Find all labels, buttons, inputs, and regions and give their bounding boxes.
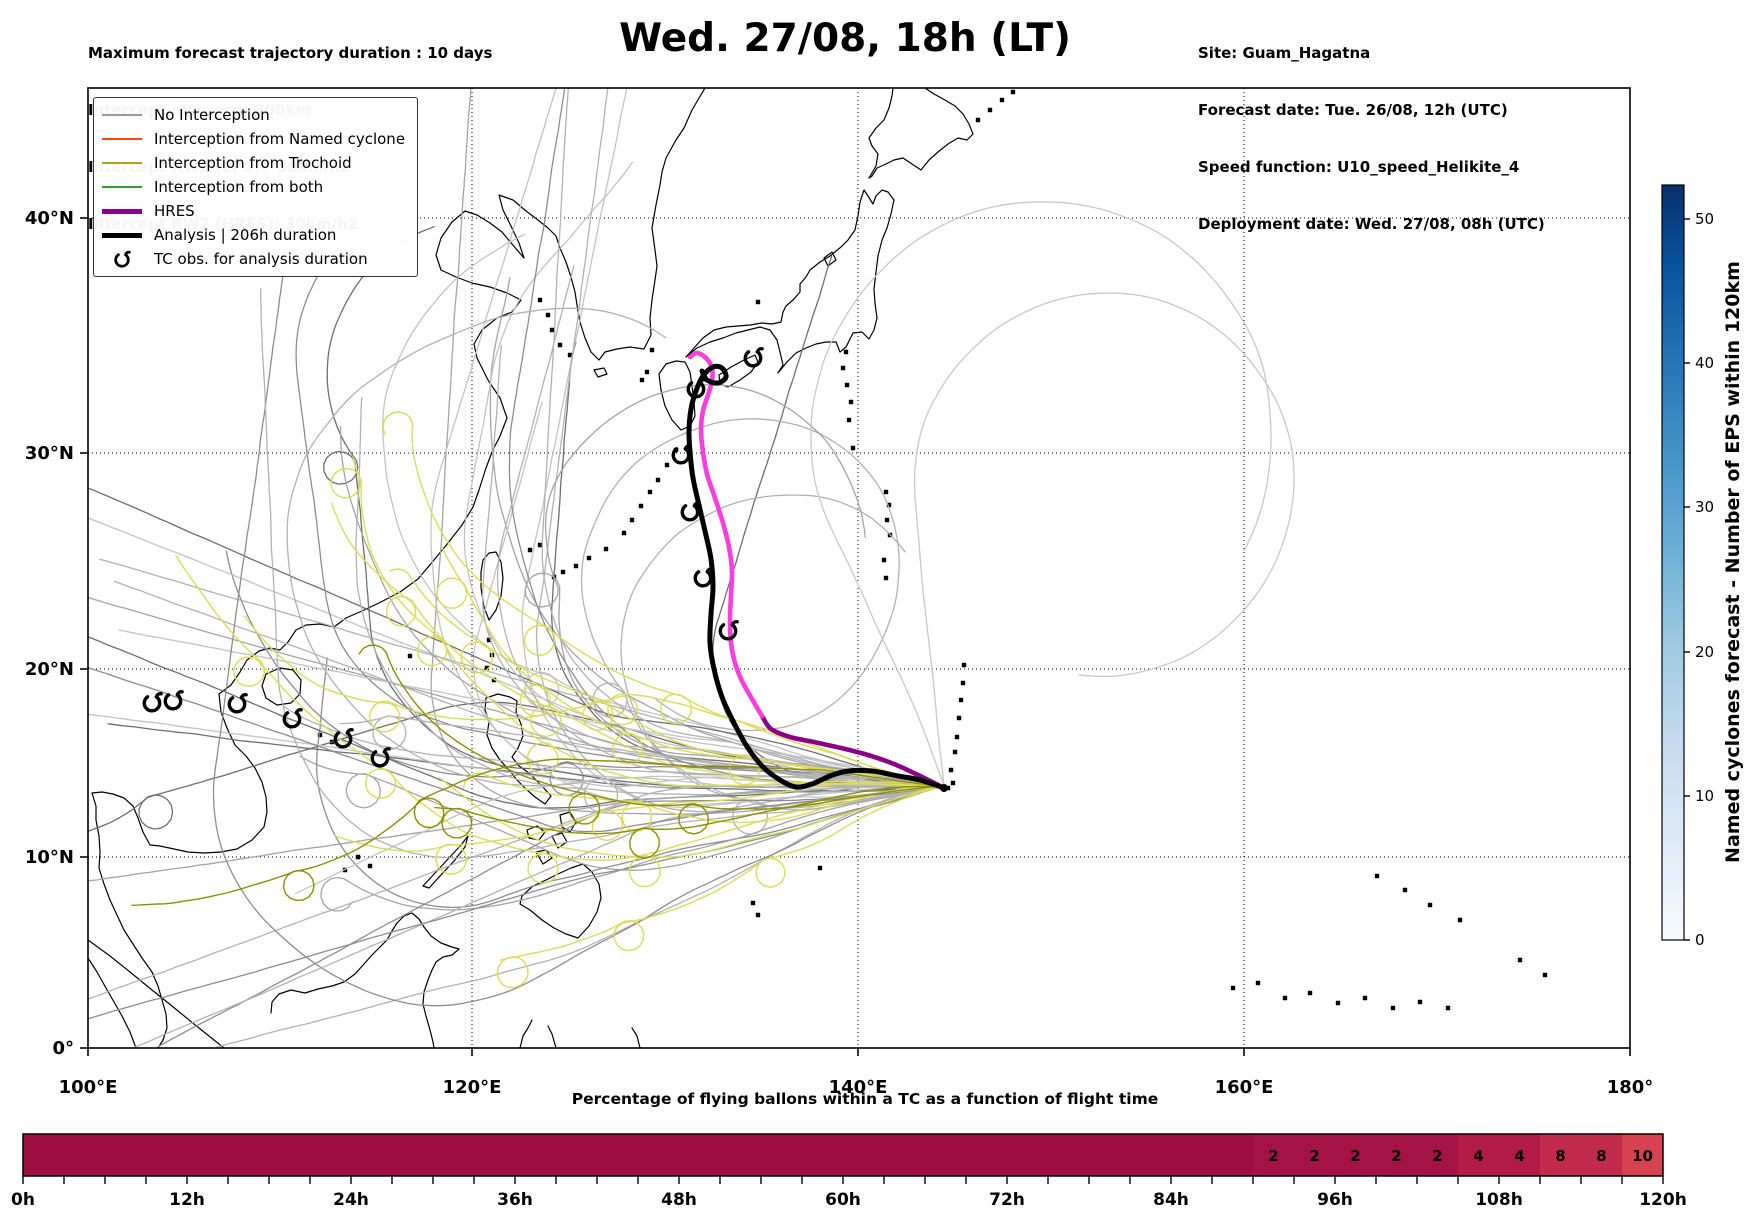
colorbar-gradient: [1661, 184, 1685, 941]
x-tick-label: 160°E: [1215, 1077, 1274, 1098]
tc-obs-marker: [743, 346, 764, 368]
bottom-bar-time-label: 96h: [1317, 1190, 1353, 1210]
y-tick-label: 30°N: [25, 443, 74, 464]
deployment-date-line: Deployment date: Wed. 27/08, 08h (UTC): [1198, 215, 1545, 233]
y-tick-label: 10°N: [25, 847, 74, 868]
legend: No Interception Interception from Named c…: [93, 97, 419, 277]
colorbar-ticks: 0 10 20 30 40 50: [1684, 210, 1714, 949]
bottom-bar-cell-value: 10: [1632, 1147, 1653, 1165]
legend-item-label: TC obs. for analysis duration: [154, 250, 368, 268]
bottom-bar-time-label: 24h: [333, 1190, 369, 1210]
tc-obs-marker: [693, 566, 714, 588]
legend-item: Interception from both: [102, 175, 405, 199]
bottom-bar-time-label: 120h: [1639, 1190, 1687, 1210]
bottom-bar-cell-value: 2: [1350, 1147, 1360, 1165]
deployment-point: [940, 784, 948, 792]
bottom-bar-time-label: 60h: [825, 1190, 861, 1210]
colorbar-label: Named cyclones forecast - Number of EPS …: [1722, 261, 1744, 863]
x-tick-label: 180°: [1607, 1077, 1654, 1098]
bottom-bar-cell-value: 2: [1432, 1147, 1442, 1165]
legend-item-label: Interception from both: [154, 178, 324, 196]
colorbar-tick-label: 30: [1695, 498, 1714, 516]
legend-item: Analysis | 206h duration: [102, 223, 405, 247]
bottom-bar-cell-value: 4: [1514, 1147, 1524, 1165]
tc-obs-marker: [142, 691, 163, 713]
colorbar-tick-label: 50: [1695, 210, 1714, 228]
tc-observation-markers: [142, 346, 764, 768]
bottom-bar-time-labels: 0h 12h 24h 36h 48h 60h 72h 84h 96h 108h 120h: [11, 1190, 1687, 1210]
bottom-bar-cell-value: 2: [1309, 1147, 1319, 1165]
bottom-bar-time-label: 0h: [11, 1190, 35, 1210]
legend-line-swatch: [102, 114, 142, 116]
named-tracks: [686, 350, 948, 792]
bottom-bar-cell-value: 8: [1596, 1147, 1606, 1165]
legend-item: HRES: [102, 199, 405, 223]
colorbar: 0 10 20 30 40 50 Named cyclones forecast - Nu…: [1661, 184, 1744, 949]
legend-line-swatch: [102, 232, 142, 238]
legend-item-label: Interception from Trochoid: [154, 154, 352, 172]
bottom-bar-cell-value: 2: [1268, 1147, 1278, 1165]
bottom-bar-time-label: 12h: [169, 1190, 205, 1210]
tc-obs-marker: [370, 746, 391, 768]
bottom-bar-time-label: 84h: [1153, 1190, 1189, 1210]
analysis-track: [686, 363, 947, 791]
bottom-bar-time-label: 108h: [1475, 1190, 1523, 1210]
legend-item: Interception from Trochoid: [102, 151, 405, 175]
tc-marker-icon: [102, 250, 142, 268]
legend-line-swatch: [102, 208, 142, 214]
bottom-bar-cell-value: 8: [1555, 1147, 1565, 1165]
legend-item-label: HRES: [154, 202, 195, 220]
hres-track-near: [687, 350, 765, 719]
bottom-bar-title: Percentage of flying ballons within a TC…: [572, 1090, 1159, 1108]
x-tick-label: 120°E: [443, 1077, 502, 1098]
ensemble-trajectories: [88, 88, 1295, 1048]
bottom-bar-cells: 2 2 2 2 2 4 4 8 8 10: [1253, 1134, 1663, 1176]
legend-item-label: No Interception: [154, 106, 270, 124]
bottom-bar-cell-value: 4: [1473, 1147, 1483, 1165]
y-tick-label: 40°N: [25, 208, 74, 229]
page-title: Wed. 27/08, 18h (LT): [619, 16, 1071, 61]
bottom-bar-time-label: 72h: [989, 1190, 1025, 1210]
colorbar-tick-label: 10: [1695, 787, 1714, 805]
colorbar-tick-label: 40: [1695, 354, 1714, 372]
y-tick-label: 20°N: [25, 659, 74, 680]
speed-function-line: Speed function: U10_speed_Helikite_4: [1198, 158, 1520, 176]
tc-obs-marker: [163, 689, 184, 711]
x-tick-label: 140°E: [829, 1077, 888, 1098]
legend-item: No Interception: [102, 103, 405, 127]
forecast-date-line: Forecast date: Tue. 26/08, 12h (UTC): [1198, 101, 1508, 119]
legend-line-swatch: [102, 162, 142, 164]
header-right-info: Site: Guam_Hagatna Forecast date: Tue. 2…: [1198, 6, 1545, 272]
bottom-bar: Percentage of flying ballons within a TC…: [11, 1090, 1687, 1210]
legend-item: TC obs. for analysis duration: [102, 247, 405, 271]
bottom-bar-ticks: [22, 1176, 1664, 1184]
bottom-bar-time-label: 48h: [661, 1190, 697, 1210]
legend-line-swatch: [102, 138, 142, 140]
legend-item: Interception from Named cyclone: [102, 127, 405, 151]
site-line: Site: Guam_Hagatna: [1198, 44, 1371, 62]
x-axis-ticks: 100°E 120°E 140°E 160°E 180°: [59, 1048, 1654, 1098]
colorbar-tick-label: 0: [1695, 931, 1705, 949]
legend-item-label: Analysis | 206h duration: [154, 226, 337, 244]
coastlines: [88, 88, 1548, 1048]
y-tick-label: 0°: [52, 1038, 74, 1059]
colorbar-tick-label: 20: [1695, 643, 1714, 661]
hres-track-far: [759, 713, 947, 791]
y-axis-ticks: 40°N 30°N 20°N 10°N 0°: [25, 208, 88, 1059]
x-tick-label: 100°E: [59, 1077, 118, 1098]
map-frame: [87, 87, 1631, 1049]
bottom-bar-time-label: 36h: [497, 1190, 533, 1210]
legend-line-swatch: [102, 186, 142, 188]
bottom-bar-cell-value: 2: [1391, 1147, 1401, 1165]
legend-item-label: Interception from Named cyclone: [154, 130, 406, 148]
max-duration-line: Maximum forecast trajectory duration : 1…: [88, 44, 493, 62]
